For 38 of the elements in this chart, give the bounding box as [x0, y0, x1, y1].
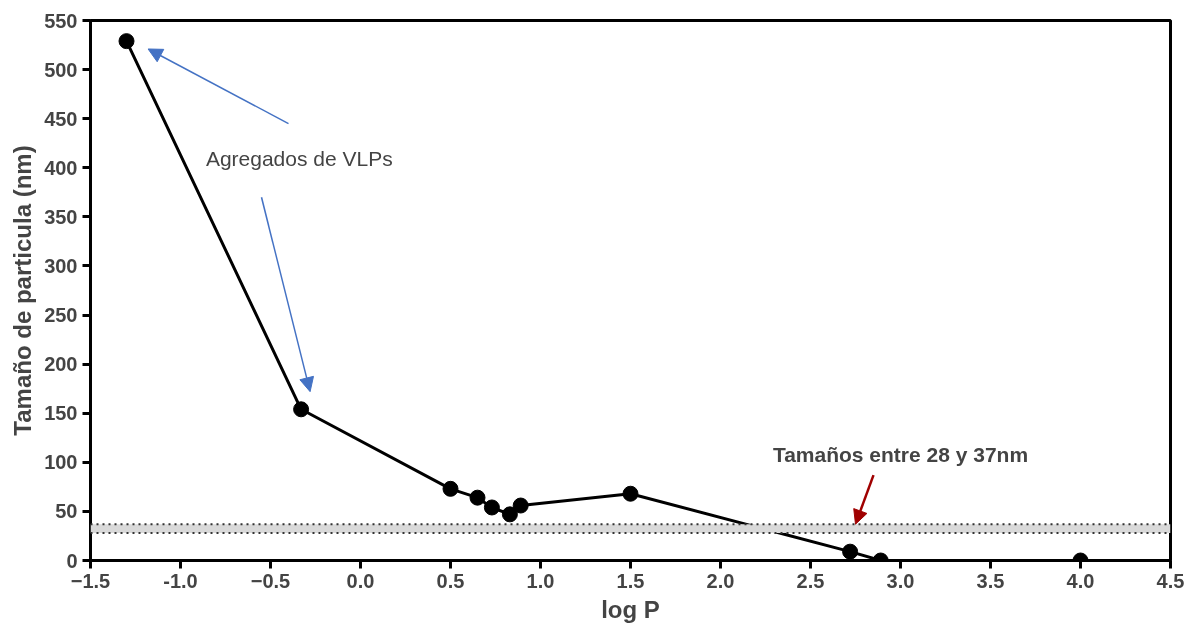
x-tick-label: 4.5: [1156, 569, 1185, 592]
x-tick-label: 1.0: [526, 569, 555, 592]
point: [469, 489, 486, 506]
x-tick-label: −1.5: [70, 569, 111, 592]
x-tick-label: 0.0: [346, 569, 375, 592]
point: [483, 499, 500, 516]
x-tick-label: 4.0: [1066, 569, 1095, 592]
y-axis-title: Tamaño de particula (nm): [9, 145, 37, 436]
x-tick-label: -1.0: [163, 569, 198, 592]
y-tick-label: 450: [44, 107, 78, 130]
point: [442, 480, 459, 497]
x-tick-label: 2.0: [706, 569, 735, 592]
x-axis-title: log P: [601, 595, 660, 623]
y-tick-label: 350: [44, 205, 78, 228]
point: [501, 506, 518, 523]
point: [118, 33, 135, 50]
y-tick-label: 0: [66, 549, 78, 572]
y-tick-label: 550: [44, 9, 78, 32]
point: [512, 497, 529, 514]
x-tick-label: 3.5: [976, 569, 1005, 592]
y-tick-label: 50: [55, 500, 78, 523]
y-tick-label: 100: [44, 451, 78, 474]
x-tick-label: −0.5: [250, 569, 291, 592]
x-tick-label: 0.5: [436, 569, 465, 592]
point: [842, 543, 859, 560]
annotation: Agregados de VLPs: [205, 147, 393, 171]
y-tick-label: 250: [44, 304, 78, 327]
y-tick-label: 200: [44, 353, 78, 376]
annotation: Tamaños entre 28 y 37nm: [772, 442, 1029, 466]
x-tick-label: 2.5: [796, 569, 825, 592]
point: [622, 485, 639, 502]
y-tick-label: 500: [44, 58, 78, 81]
x-tick-label: 1.5: [616, 569, 645, 592]
y-tick-label: 400: [44, 156, 78, 179]
x-tick-label: 3.0: [886, 569, 915, 592]
y-tick-label: 150: [44, 402, 78, 425]
point: [293, 401, 310, 418]
y-tick-label: 300: [44, 254, 78, 277]
